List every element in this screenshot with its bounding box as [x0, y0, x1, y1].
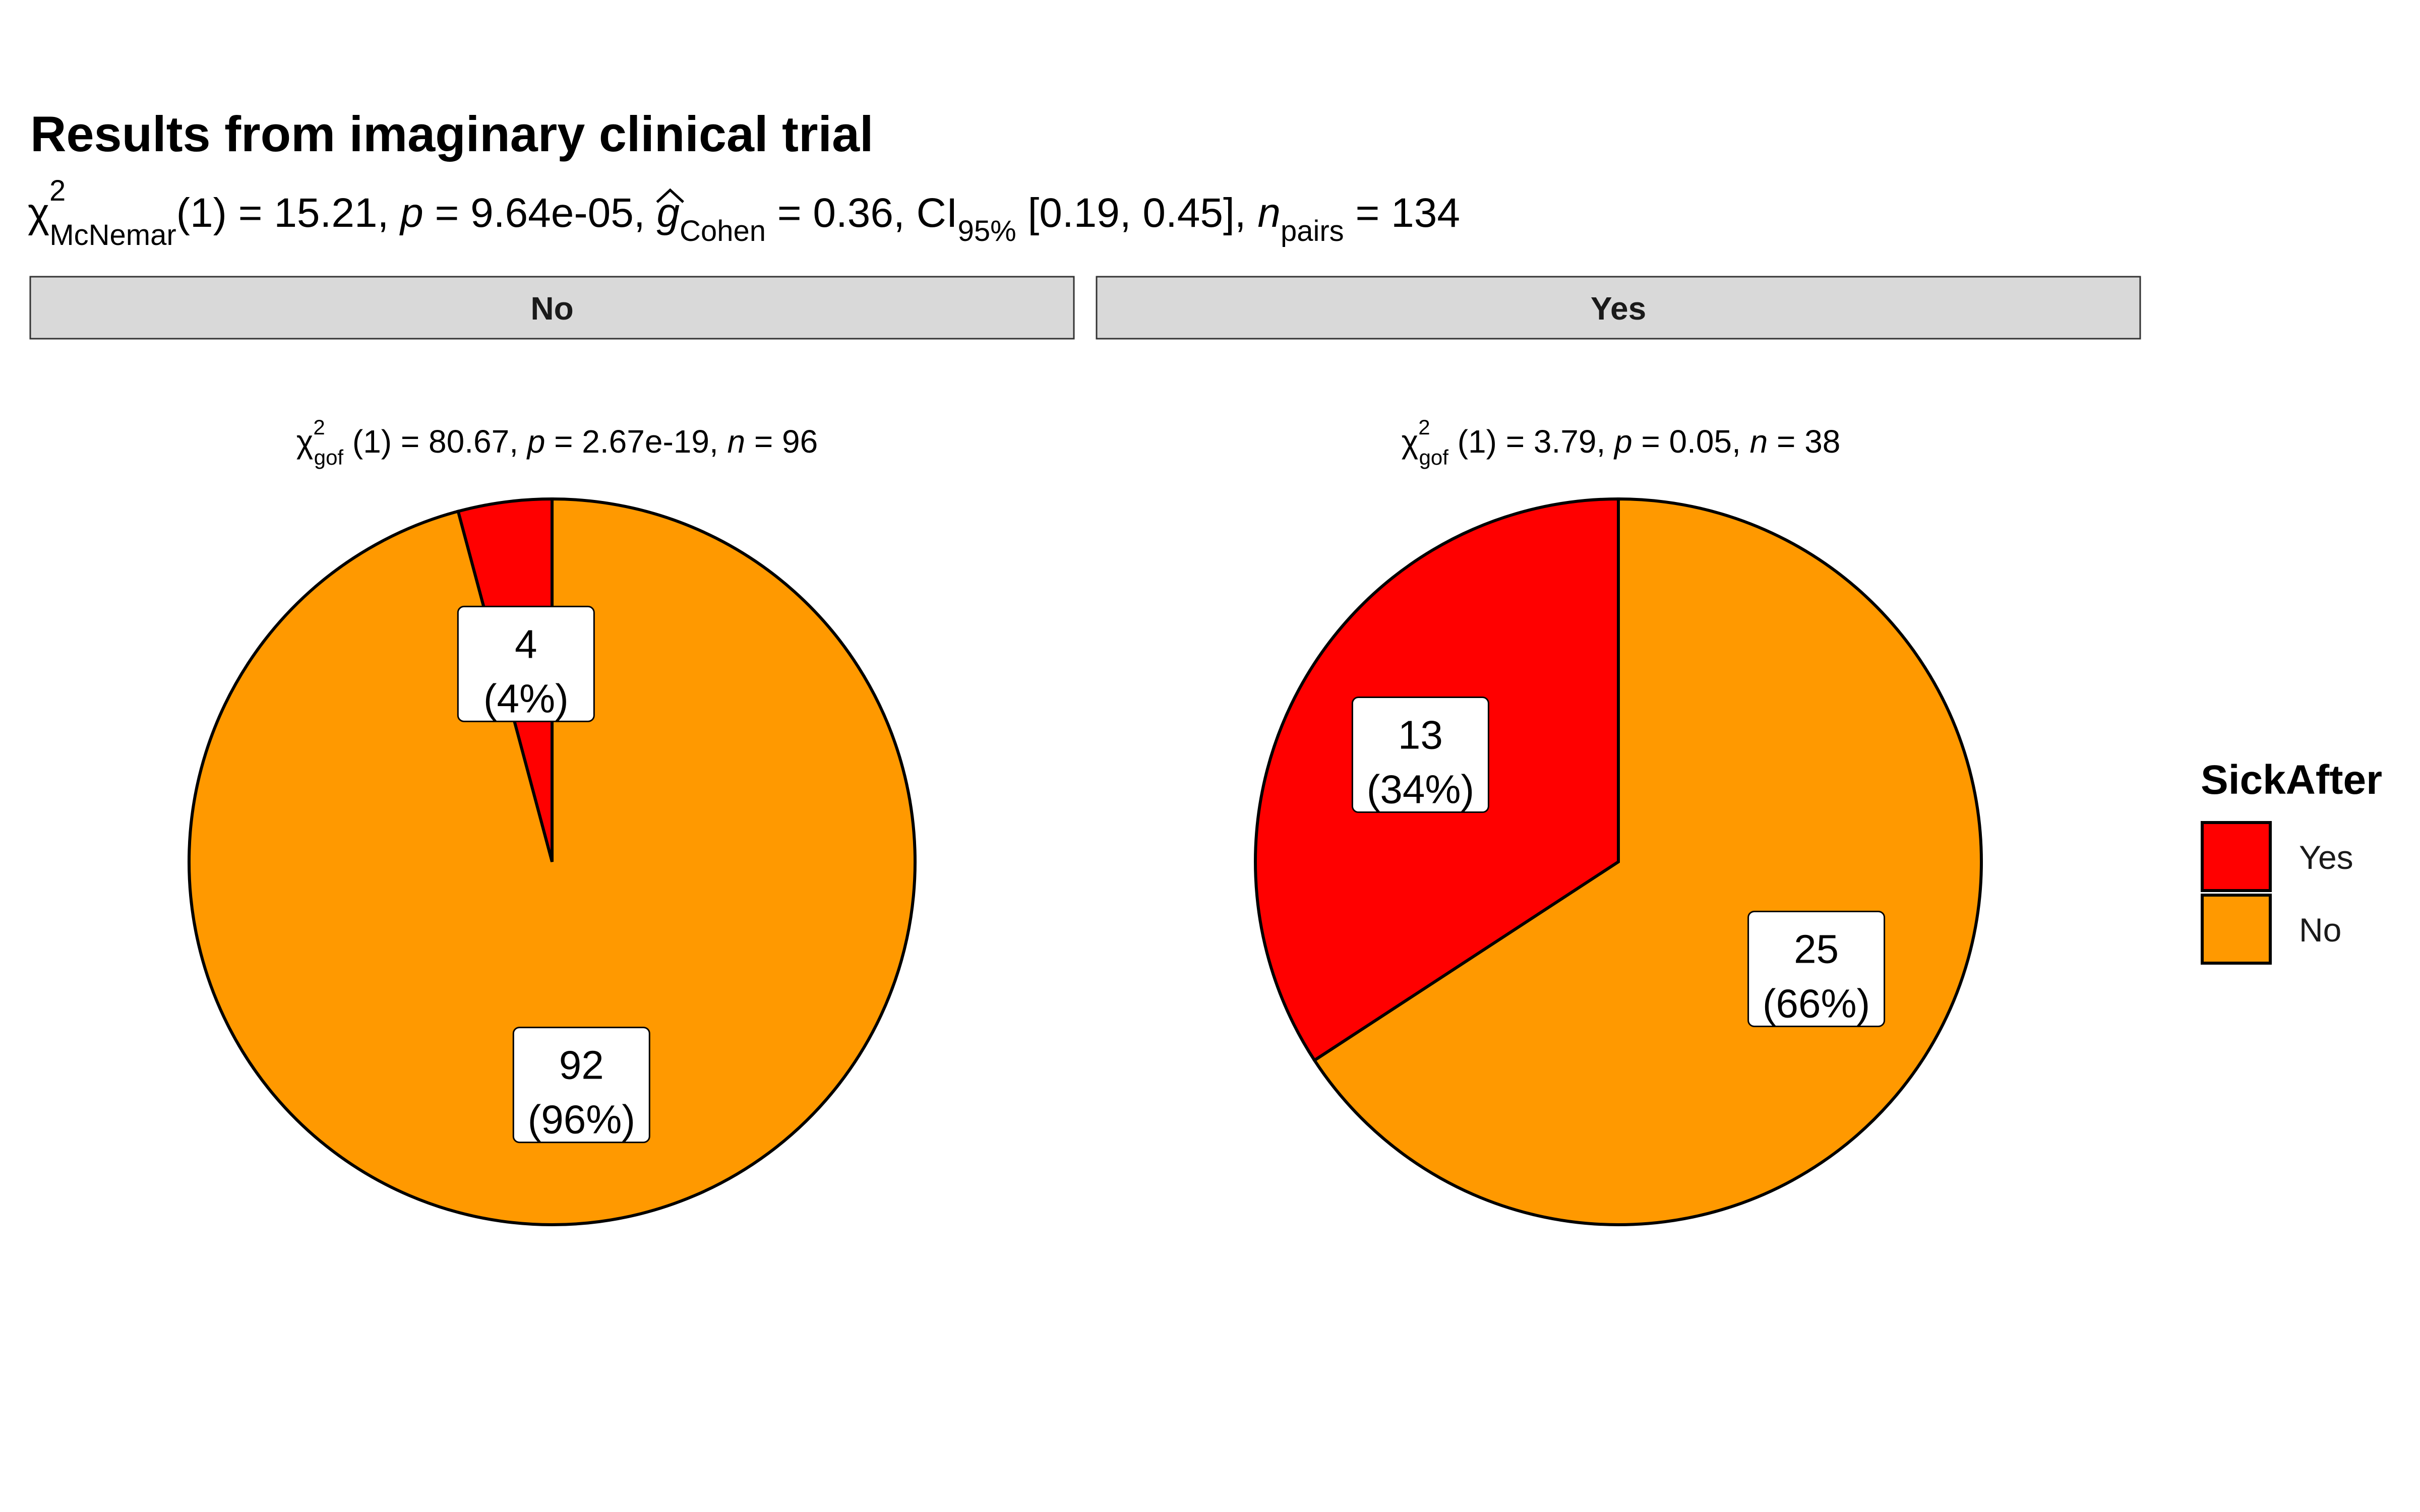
slice-percent-label: (66%)	[1763, 981, 1870, 1026]
slice-label-box	[1747, 910, 1886, 1027]
facet-stat-label: χ2 gof (1) = 80.67, p = 2.67e-19, n = 96	[296, 415, 818, 469]
slice-label-no: 25 (66%)	[1747, 910, 1886, 1027]
facet-no: No χ2 gof (1) = 80.67, p = 2.67e-19, n = …	[29, 276, 1075, 1226]
facet-stat-label: χ2 gof (1) = 3.79, p = 0.05, n = 38	[1402, 415, 1841, 469]
slice-count-label: 13	[1398, 713, 1443, 758]
slice-label-yes: 4 (4%)	[457, 605, 595, 722]
slice-percent-label: (34%)	[1367, 767, 1474, 812]
legend-key-yes	[2201, 821, 2272, 892]
g-hat-accent	[656, 188, 684, 203]
pie-slice-no	[187, 497, 917, 1226]
chart-title: Results from imaginary clinical trial	[30, 106, 874, 162]
slice-percent-label: (96%)	[528, 1097, 635, 1142]
facet-strip	[29, 276, 1075, 340]
pie-yes: 13 (34%) 25 (66%)	[1254, 497, 1983, 1226]
chart-subtitle: χ2 McNemar(1) = 15.21, p = 9.64e-05, gCoh…	[28, 174, 1460, 251]
slice-label-box	[512, 1027, 650, 1144]
pie-slice-no	[1312, 497, 1983, 1226]
facet-strip-label: No	[530, 290, 573, 327]
slice-label-yes: 13 (34%)	[1351, 697, 1489, 813]
slice-label-box	[1351, 697, 1489, 813]
slice-percent-label: (4%)	[483, 676, 569, 721]
legend-label-yes: Yes	[2299, 839, 2353, 876]
legend-key-no	[2201, 894, 2272, 965]
slice-label-no: 92 (96%)	[512, 1027, 650, 1144]
facet-strip	[1096, 276, 2141, 340]
legend: SickAfter Yes No	[2201, 757, 2382, 965]
slice-count-label: 25	[1794, 926, 1839, 971]
legend-items: Yes No	[2201, 821, 2353, 965]
facet-yes: Yes χ2 gof (1) = 3.79, p = 0.05, n = 38 1…	[1096, 276, 2141, 1226]
facet-strip-label: Yes	[1591, 290, 1646, 327]
legend-title: SickAfter	[2201, 757, 2382, 803]
slice-count-label: 92	[559, 1043, 604, 1088]
slice-count-label: 4	[515, 621, 537, 666]
legend-label-no: No	[2299, 911, 2341, 949]
slice-label-box	[457, 605, 595, 722]
pie-no: 4 (4%) 92 (96%)	[187, 497, 917, 1226]
